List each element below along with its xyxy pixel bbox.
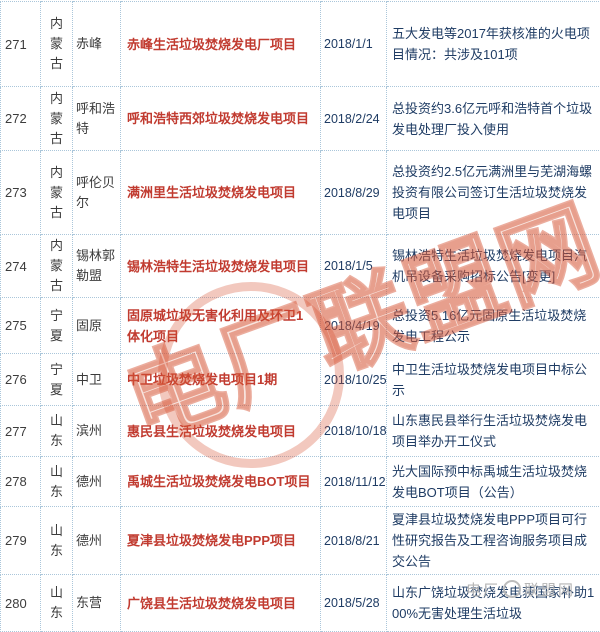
project-name-cell: 满洲里生活垃圾焚烧发电项目 — [121, 151, 321, 235]
province-label: 内蒙古 — [49, 236, 64, 296]
project-name-cell: 固原城垃圾无害化利用及环卫1体化项目 — [121, 298, 321, 354]
project-name-cell: 夏津县垃圾焚烧发电PPP项目 — [121, 507, 321, 575]
row-number-cell: 275 — [1, 298, 41, 354]
project-name-cell: 禹城生活垃圾焚烧发电BOT项目 — [121, 457, 321, 507]
description-cell: 总投资约2.5亿元满洲里与芜湖海螺投资有限公司签订生活垃圾焚烧发电项目 — [387, 151, 600, 235]
project-name-cell: 锡林浩特生活垃圾焚烧发电项目 — [121, 235, 321, 298]
city-label: 赤峰 — [76, 34, 118, 54]
description-cell: 中卫生活垃圾焚烧发电项目中标公示 — [387, 354, 600, 406]
city-cell: 滨州 — [73, 406, 121, 457]
city-label: 滨州 — [76, 421, 118, 441]
province-cell: 内蒙古 — [41, 87, 73, 151]
province-cell: 山东 — [41, 457, 73, 507]
description-cell: 山东广饶垃圾焚烧发电获国家补助100%无害处理生活垃圾 — [387, 575, 600, 632]
city-cell: 赤峰 — [73, 2, 121, 87]
city-label: 呼和浩特 — [76, 99, 118, 139]
project-name-cell: 惠民县生活垃圾焚烧发电项目 — [121, 406, 321, 457]
project-name-cell: 赤峰生活垃圾焚烧发电厂项目 — [121, 2, 321, 87]
province-label: 内蒙古 — [49, 89, 64, 149]
description-cell: 总投资约3.6亿元呼和浩特首个垃圾发电处理厂投入使用 — [387, 87, 600, 151]
date-cell: 2018/11/12 — [321, 457, 387, 507]
city-cell: 德州 — [73, 457, 121, 507]
date-cell: 2018/10/25 — [321, 354, 387, 406]
date-cell: 2018/1/1 — [321, 2, 387, 87]
row-number-cell: 274 — [1, 235, 41, 298]
province-label: 宁夏 — [49, 306, 64, 346]
province-label: 山东 — [49, 521, 64, 561]
row-number-cell: 277 — [1, 406, 41, 457]
date-cell: 2018/5/28 — [321, 575, 387, 632]
city-cell: 呼伦贝尔 — [73, 151, 121, 235]
row-number-cell: 271 — [1, 2, 41, 87]
table-row: 272 内蒙古 呼和浩特 呼和浩特西郊垃圾焚烧发电项目 2018/2/24 总投… — [1, 87, 600, 151]
province-cell: 山东 — [41, 507, 73, 575]
table-row: 276 宁夏 中卫 中卫垃圾焚烧发电项目1期 2018/10/25 中卫生活垃圾… — [1, 354, 600, 406]
table-row: 273 内蒙古 呼伦贝尔 满洲里生活垃圾焚烧发电项目 2018/8/29 总投资… — [1, 151, 600, 235]
date-cell: 2018/10/18 — [321, 406, 387, 457]
province-cell: 宁夏 — [41, 298, 73, 354]
row-number-cell: 280 — [1, 575, 41, 632]
city-label: 德州 — [76, 472, 118, 492]
row-number-cell: 279 — [1, 507, 41, 575]
row-number-cell: 273 — [1, 151, 41, 235]
date-cell: 2018/2/24 — [321, 87, 387, 151]
city-label: 呼伦贝尔 — [76, 173, 118, 213]
table-row: 280 山东 东营 广饶县生活垃圾焚烧发电项目 2018/5/28 山东广饶垃圾… — [1, 575, 600, 632]
table-row: 277 山东 滨州 惠民县生活垃圾焚烧发电项目 2018/10/18 山东惠民县… — [1, 406, 600, 457]
city-label: 东营 — [76, 593, 118, 613]
province-cell: 内蒙古 — [41, 2, 73, 87]
city-cell: 德州 — [73, 507, 121, 575]
city-label: 锡林郭勒盟 — [76, 246, 118, 286]
province-cell: 内蒙古 — [41, 235, 73, 298]
city-cell: 呼和浩特 — [73, 87, 121, 151]
date-cell: 2018/8/29 — [321, 151, 387, 235]
project-name-cell: 中卫垃圾焚烧发电项目1期 — [121, 354, 321, 406]
description-cell: 夏津县垃圾焚烧发电PPP项目可行性研究报告及工程咨询服务项目成交公告 — [387, 507, 600, 575]
table-row: 271 内蒙古 赤峰 赤峰生活垃圾焚烧发电厂项目 2018/1/1 五大发电等2… — [1, 2, 600, 87]
city-cell: 中卫 — [73, 354, 121, 406]
city-cell: 固原 — [73, 298, 121, 354]
province-cell: 山东 — [41, 406, 73, 457]
province-label: 内蒙古 — [49, 14, 64, 74]
city-label: 德州 — [76, 531, 118, 551]
row-number-cell: 278 — [1, 457, 41, 507]
table-row: 275 宁夏 固原 固原城垃圾无害化利用及环卫1体化项目 2018/4/19 总… — [1, 298, 600, 354]
project-name-cell: 广饶县生活垃圾焚烧发电项目 — [121, 575, 321, 632]
description-cell: 锡林浩特生活垃圾焚烧发电项目汽机吊设备采购招标公告[变更] — [387, 235, 600, 298]
description-cell: 光大国际预中标禹城生活垃圾焚烧发电BOT项目（公告） — [387, 457, 600, 507]
date-cell: 2018/1/5 — [321, 235, 387, 298]
table-row: 279 山东 德州 夏津县垃圾焚烧发电PPP项目 2018/8/21 夏津县垃圾… — [1, 507, 600, 575]
province-label: 宁夏 — [49, 360, 64, 400]
province-cell: 山东 — [41, 575, 73, 632]
date-cell: 2018/4/19 — [321, 298, 387, 354]
date-cell: 2018/8/21 — [321, 507, 387, 575]
description-cell: 总投资5.16亿元固原生活垃圾焚烧发电工程公示 — [387, 298, 600, 354]
city-label: 中卫 — [76, 370, 118, 390]
province-label: 内蒙古 — [49, 163, 64, 223]
province-label: 山东 — [49, 462, 64, 502]
project-name-cell: 呼和浩特西郊垃圾焚烧发电项目 — [121, 87, 321, 151]
province-label: 山东 — [49, 411, 64, 451]
city-cell: 东营 — [73, 575, 121, 632]
table-row: 274 内蒙古 锡林郭勒盟 锡林浩特生活垃圾焚烧发电项目 2018/1/5 锡林… — [1, 235, 600, 298]
row-number-cell: 272 — [1, 87, 41, 151]
province-cell: 宁夏 — [41, 354, 73, 406]
city-cell: 锡林郭勒盟 — [73, 235, 121, 298]
description-cell: 山东惠民县举行生活垃圾焚烧发电项目举办开工仪式 — [387, 406, 600, 457]
city-label: 固原 — [76, 316, 118, 336]
table-row: 278 山东 德州 禹城生活垃圾焚烧发电BOT项目 2018/11/12 光大国… — [1, 457, 600, 507]
province-cell: 内蒙古 — [41, 151, 73, 235]
description-cell: 五大发电等2017年获核准的火电项目情况：共涉及101项 — [387, 2, 600, 87]
row-number-cell: 276 — [1, 354, 41, 406]
province-label: 山东 — [49, 583, 64, 623]
